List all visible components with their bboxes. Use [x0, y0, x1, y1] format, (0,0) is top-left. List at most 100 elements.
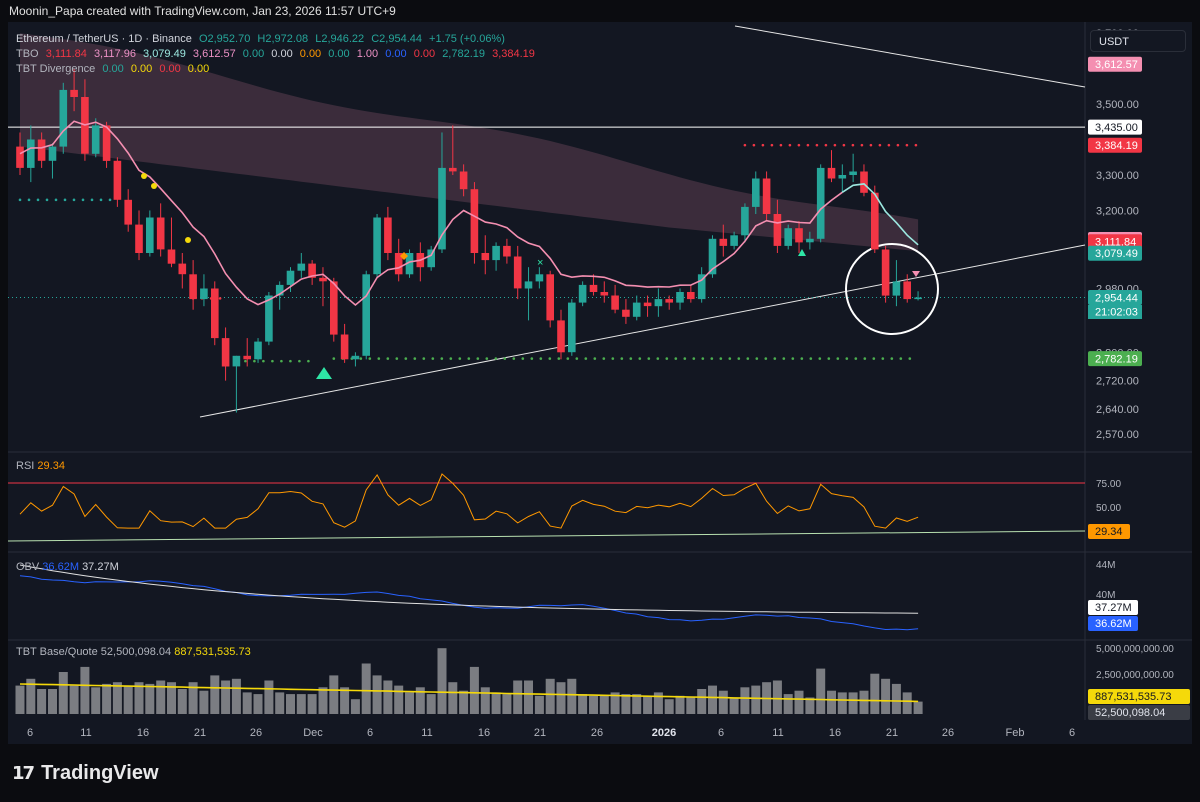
candle-body [762, 178, 771, 214]
base-quote-bar [848, 692, 858, 714]
base-quote-bar [112, 682, 122, 714]
time-tick-label: Feb [1006, 727, 1025, 739]
obv-value: 36.62M [42, 561, 79, 573]
signal-markers: × [141, 173, 920, 379]
sell-signal-icon [912, 271, 920, 277]
base-quote-bar [145, 683, 155, 714]
base-quote-bar [664, 699, 674, 714]
support-dot [620, 357, 624, 360]
candle-body [687, 292, 695, 300]
time-tick-label: 6 [27, 727, 33, 739]
time-axis: 6 11 16 21 26 Dec 6 11 16 21 26 2026 6 11 16 21 26 Feb 6 [27, 727, 1075, 739]
support-dot [449, 357, 453, 360]
candle-body [189, 274, 197, 300]
support-dot [683, 357, 687, 360]
candle-body [881, 249, 890, 296]
candle-body [600, 292, 609, 296]
base-quote-tick-label: 2,500,000,000.00 [1096, 670, 1174, 681]
obv-label: OBV [16, 561, 40, 573]
cross-signal-icon: × [537, 257, 543, 269]
time-tick-label: 21 [194, 727, 206, 739]
support-dot [881, 357, 885, 360]
support-dot [271, 359, 274, 363]
countdown-label: 21:02:03 [1095, 307, 1138, 319]
base-quote-bar [286, 694, 295, 714]
rsi-label: RSI [16, 460, 35, 472]
divergence-dot-icon [185, 237, 191, 243]
base-quote-bar [123, 685, 133, 714]
base-quote-bar [48, 689, 57, 714]
price-badge [1088, 351, 1142, 367]
support-dot [755, 357, 759, 360]
base-quote-bar [697, 689, 707, 714]
candle-body [330, 281, 338, 335]
resistance-dot [851, 143, 855, 147]
resistance-dot [842, 143, 846, 147]
support-dot [440, 357, 444, 360]
candles [16, 68, 922, 413]
candle-body [351, 355, 360, 360]
time-tick-label: 26 [250, 727, 262, 739]
price-badge-label: 3,079.49 [1095, 248, 1138, 260]
support-dot [262, 359, 265, 363]
base-quote-bar [253, 694, 263, 714]
resistance-dot [833, 143, 837, 147]
base-quote-bar [556, 682, 566, 714]
price-badge-label: 3,384.19 [1095, 140, 1138, 152]
candle-body [211, 288, 219, 339]
base-quote-bar [26, 678, 36, 714]
price-badge [1088, 137, 1142, 153]
support-dot [593, 357, 597, 360]
candle-body [546, 274, 554, 321]
level-dots [18, 143, 918, 363]
candle-body [286, 270, 295, 285]
tbo-cloud-area [20, 33, 919, 252]
resistance-trendline [734, 25, 1086, 88]
candle-body [373, 217, 381, 275]
support-dot [431, 357, 435, 360]
rsi-value: 29.34 [37, 460, 65, 472]
base-quote-bar [816, 668, 826, 714]
support-dot [36, 198, 40, 202]
candle-body [524, 281, 533, 289]
base-quote-bar [340, 687, 350, 714]
support-dot [521, 357, 525, 360]
time-tick-label: 16 [478, 727, 490, 739]
candle-body [860, 171, 868, 193]
resistance-dot [815, 143, 819, 147]
base-quote-bar [859, 690, 869, 714]
support-dot [503, 357, 507, 360]
base-quote-bar [534, 695, 544, 714]
candle-body [459, 171, 468, 190]
candle-body [578, 284, 587, 303]
price-badge [1088, 290, 1142, 305]
candle-body [784, 228, 792, 246]
support-dot [359, 357, 363, 360]
support-dot [746, 357, 750, 360]
base-quote-bar [902, 692, 912, 714]
chart-frame[interactable] [8, 22, 1192, 744]
support-trendline [199, 244, 1086, 418]
obv-tick-label: 40M [1096, 590, 1115, 601]
support-dot [782, 357, 786, 360]
support-dot [108, 198, 112, 202]
time-tick-label: 6 [1069, 727, 1075, 739]
base-quote-bar [751, 685, 761, 714]
time-tick-label: 21 [886, 727, 898, 739]
support-dot [557, 357, 561, 360]
rsi-tick-label: 50.00 [1096, 503, 1121, 514]
base-quote-bar [307, 694, 317, 714]
support-dot [244, 359, 247, 363]
base-quote-bar [296, 694, 306, 714]
resistance-dot [860, 143, 864, 147]
resistance-dot [218, 297, 222, 300]
divergence-dot-icon [151, 183, 157, 189]
support-dot [719, 357, 723, 360]
support-dot [647, 357, 651, 360]
rsi-legend: RSI 29.34 [16, 460, 65, 472]
candle-body [449, 167, 457, 172]
base-quote-bar [708, 685, 717, 714]
currency-button[interactable]: USDT [1090, 30, 1186, 52]
candle-body [405, 253, 414, 275]
